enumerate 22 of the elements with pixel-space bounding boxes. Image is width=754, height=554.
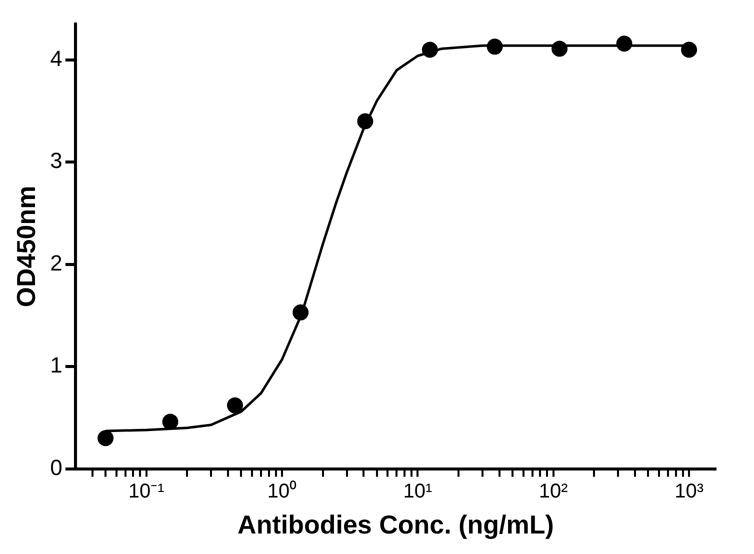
y-tick-label: 1 — [50, 352, 62, 378]
y-tick-label: 3 — [50, 148, 62, 174]
x-tick-label: 10⁰ — [267, 479, 297, 502]
point — [422, 42, 438, 58]
y-tick-label: 0 — [50, 454, 62, 480]
x-tick-label: 10⁻¹ — [128, 480, 165, 502]
x-axis-title: Antibodies Conc. (ng/mL) — [238, 510, 554, 540]
y-tick-label: 4 — [50, 46, 62, 72]
point — [226, 397, 243, 414]
x-tick-label: 10² — [538, 480, 568, 502]
x-tick-label: 10³ — [674, 480, 704, 502]
point — [616, 36, 632, 52]
point — [486, 38, 503, 55]
point — [292, 304, 309, 320]
point — [357, 113, 374, 130]
point — [98, 430, 114, 446]
x-tick-label: 10¹ — [403, 480, 433, 502]
y-tick-label: 2 — [50, 250, 62, 276]
point — [162, 414, 178, 430]
point — [681, 42, 698, 58]
y-axis-title: OD450nm — [10, 186, 41, 308]
point — [552, 40, 568, 57]
